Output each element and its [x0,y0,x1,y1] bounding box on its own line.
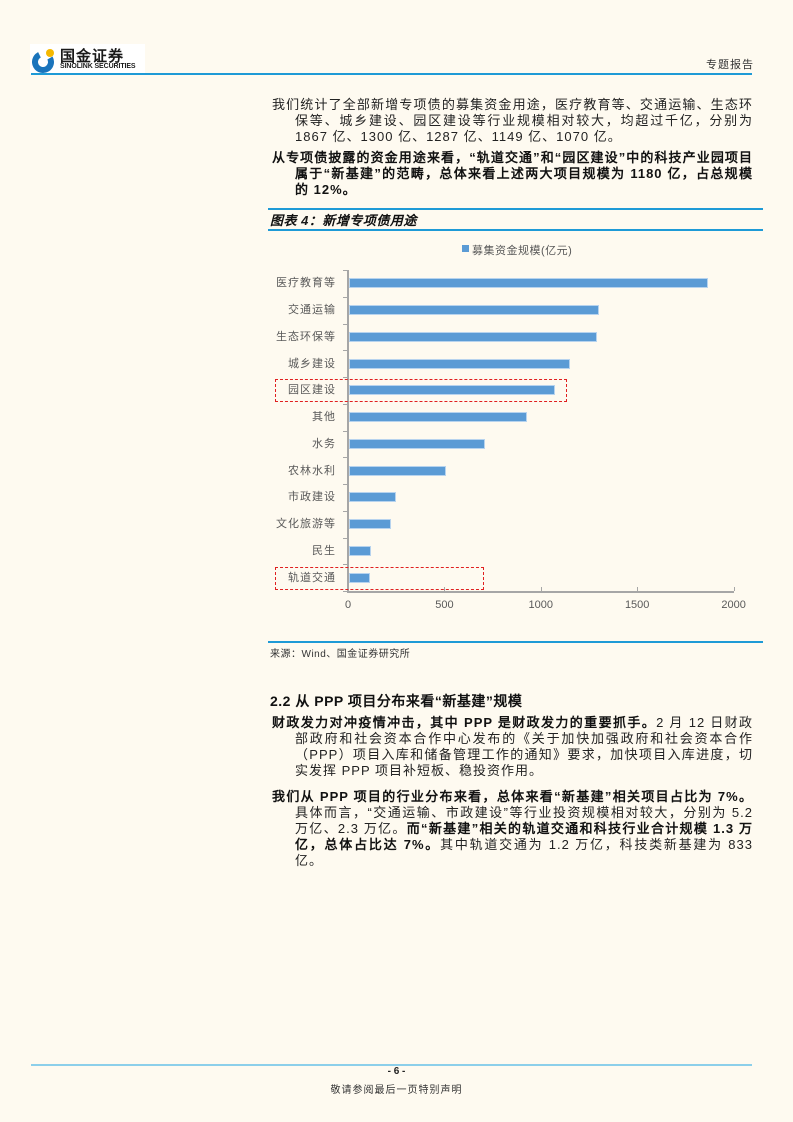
figure-top-rule [268,208,763,210]
category-label: 医疗教育等 [276,277,336,290]
bar [348,331,597,342]
bar [348,465,447,476]
y-axis-tick [343,323,348,325]
x-tick-label: 0 [344,599,352,611]
paragraph-lead-sentence: 财政发力对冲疫情冲击，其中 PPP 是财政发力的重要抓手。 [272,715,657,730]
paragraph-body-text: 2 月 12 日财政部政府和社会资本合作中心发布的《关于加快加强政府和社会资本合… [295,715,753,778]
category-label: 轨道交通 [288,571,336,584]
x-axis-tick [733,587,735,591]
highlight-box [275,566,484,590]
category-label: 水务 [312,437,336,450]
bar [348,305,600,316]
paragraph-lead-sentence: 我们从 PPP 项目的行业分布来看，总体来看“新基建”相关项目占比为 7%。 [272,789,753,804]
bar [348,519,391,530]
y-axis-tick [343,537,348,539]
bar [348,438,486,449]
paragraph-ppp-fiscal: 财政发力对冲疫情冲击，其中 PPP 是财政发力的重要抓手。2 月 12 日财政部… [272,715,753,779]
category-label: 文化旅游等 [276,518,336,531]
figure-caption-title: ：新增专项债用途 [308,213,417,228]
category-label: 农林水利 [288,464,336,477]
header-divider [31,73,752,75]
category-label: 交通运输 [288,304,336,317]
category-label: 生态环保等 [276,330,336,343]
bar [348,385,555,396]
bar [348,572,370,583]
section-heading: 2.2 从 PPP 项目分布来看“新基建”规模 [270,693,523,709]
y-axis-tick [343,591,348,592]
bar [348,278,709,289]
x-tick-label: 2000 [721,599,746,611]
report-type-label: 专题报告 [706,59,754,71]
y-axis-tick [343,270,348,271]
figure-caption-rule [268,229,763,231]
paragraph-body-text: 其中轨道交通为 1.2 万亿，科技类新基建为 833 亿。 [295,837,753,868]
y-axis-tick [343,296,348,298]
source-rule [268,641,763,643]
y-axis-tick [343,430,348,432]
figure-caption: 图表 4：新增专项债用途 [270,210,417,229]
bar [348,492,397,503]
paragraph-body-text: 具体而言，“交通运输、市政建设”等行业投资规模相对较大，分别为 5.2 万亿、2… [295,805,753,836]
disclaimer-note: 敬请参阅最后一页特别声明 [330,1085,463,1096]
y-axis-tick [343,403,348,405]
x-tick-label: 1500 [624,599,650,611]
figure-source: 来源：Wind、国金证券研究所 [270,649,411,660]
x-tick-label: 1000 [528,599,554,611]
category-label: 市政建设 [288,491,336,504]
footer-divider [31,1064,752,1066]
category-label: 城乡建设 [288,357,336,370]
x-axis-line [347,591,734,593]
category-label: 其他 [312,411,336,424]
y-axis-tick [343,564,348,566]
page-number: - 6 - [387,1066,406,1077]
logo-chinese-name: 国金证券 [60,48,125,65]
x-tick-label: 500 [435,599,454,611]
paragraph-fund-usage: 我们统计了全部新增专项债的募集资金用途，医疗教育等、交通运输、生态环保等、城乡建… [272,97,753,144]
y-axis-tick [343,484,348,485]
bar [348,358,571,369]
highlight-box [275,379,567,403]
logo-english-name: SINOLINK SECURITIES [60,63,136,70]
x-axis-tick [637,587,639,591]
paragraph-highlight-sentence: 而“新基建”相关的轨道交通和科技行业合计规模 1.3 万亿，总体占比达 7%。 [295,821,754,852]
category-label: 园区建设 [288,384,336,397]
legend-swatch [462,245,469,252]
y-axis-tick [343,510,348,512]
y-axis-tick [343,457,348,459]
category-label: 民生 [312,544,336,557]
x-axis-tick [540,587,542,591]
bar [348,412,527,423]
bar-chart: 医疗教育等交通运输生态环保等城乡建设园区建设其他水务农林水利市政建设文化旅游等民… [265,260,770,620]
bar [348,545,372,556]
sinolink-logo-icon [32,49,54,73]
y-axis-tick [343,350,348,352]
figure-caption-prefix: 图表 [270,213,302,228]
legend-label: 募集资金规模(亿元) [472,245,573,257]
paragraph-ppp-industry: 我们从 PPP 项目的行业分布来看，总体来看“新基建”相关项目占比为 7%。具体… [272,789,753,869]
figure-caption-number: 4 [301,213,309,228]
y-axis-tick [343,377,348,378]
paragraph-new-infrastructure-share: 从专项债披露的资金用途来看，“轨道交通”和“园区建设”中的科技产业园项目属于“新… [272,150,753,197]
